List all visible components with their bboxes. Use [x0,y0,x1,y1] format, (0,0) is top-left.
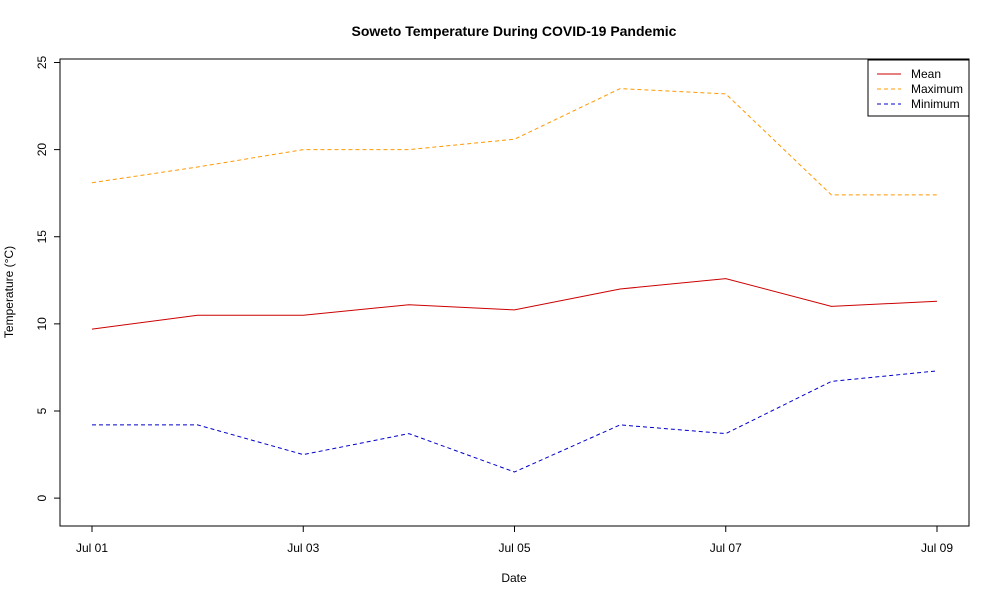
x-tick-label: Jul 01 [76,541,108,555]
x-axis: Jul 01 Jul 03 Jul 05 Jul 07 Jul 09 [76,526,953,555]
plot-frame [59,58,970,527]
y-axis: 0 5 10 15 20 25 [35,55,60,501]
chart-title: Soweto Temperature During COVID-19 Pande… [352,23,677,39]
y-tick-label: 15 [35,230,49,244]
x-tick-label: Jul 07 [710,541,742,555]
x-axis-label: Date [501,571,527,585]
y-axis-label: Temperature (°C) [2,246,16,338]
y-tick-label: 25 [35,55,49,69]
legend-label-maximum: Maximum [911,82,963,96]
y-tick-label: 0 [35,494,49,501]
y-tick-label: 20 [35,143,49,157]
series-line-maximum [91,88,937,196]
series-layer [91,88,938,473]
legend-label-minimum: Minimum [911,97,960,111]
series-line-minimum [92,370,938,473]
legend-box [867,59,970,117]
legend-label-mean: Mean [911,67,941,81]
y-tick-label: 10 [35,317,49,331]
y-tick-label: 5 [35,407,49,414]
x-tick-label: Jul 03 [287,541,319,555]
x-tick-label: Jul 05 [498,541,530,555]
series-line-mean [91,278,938,330]
x-tick-label: Jul 09 [921,541,953,555]
